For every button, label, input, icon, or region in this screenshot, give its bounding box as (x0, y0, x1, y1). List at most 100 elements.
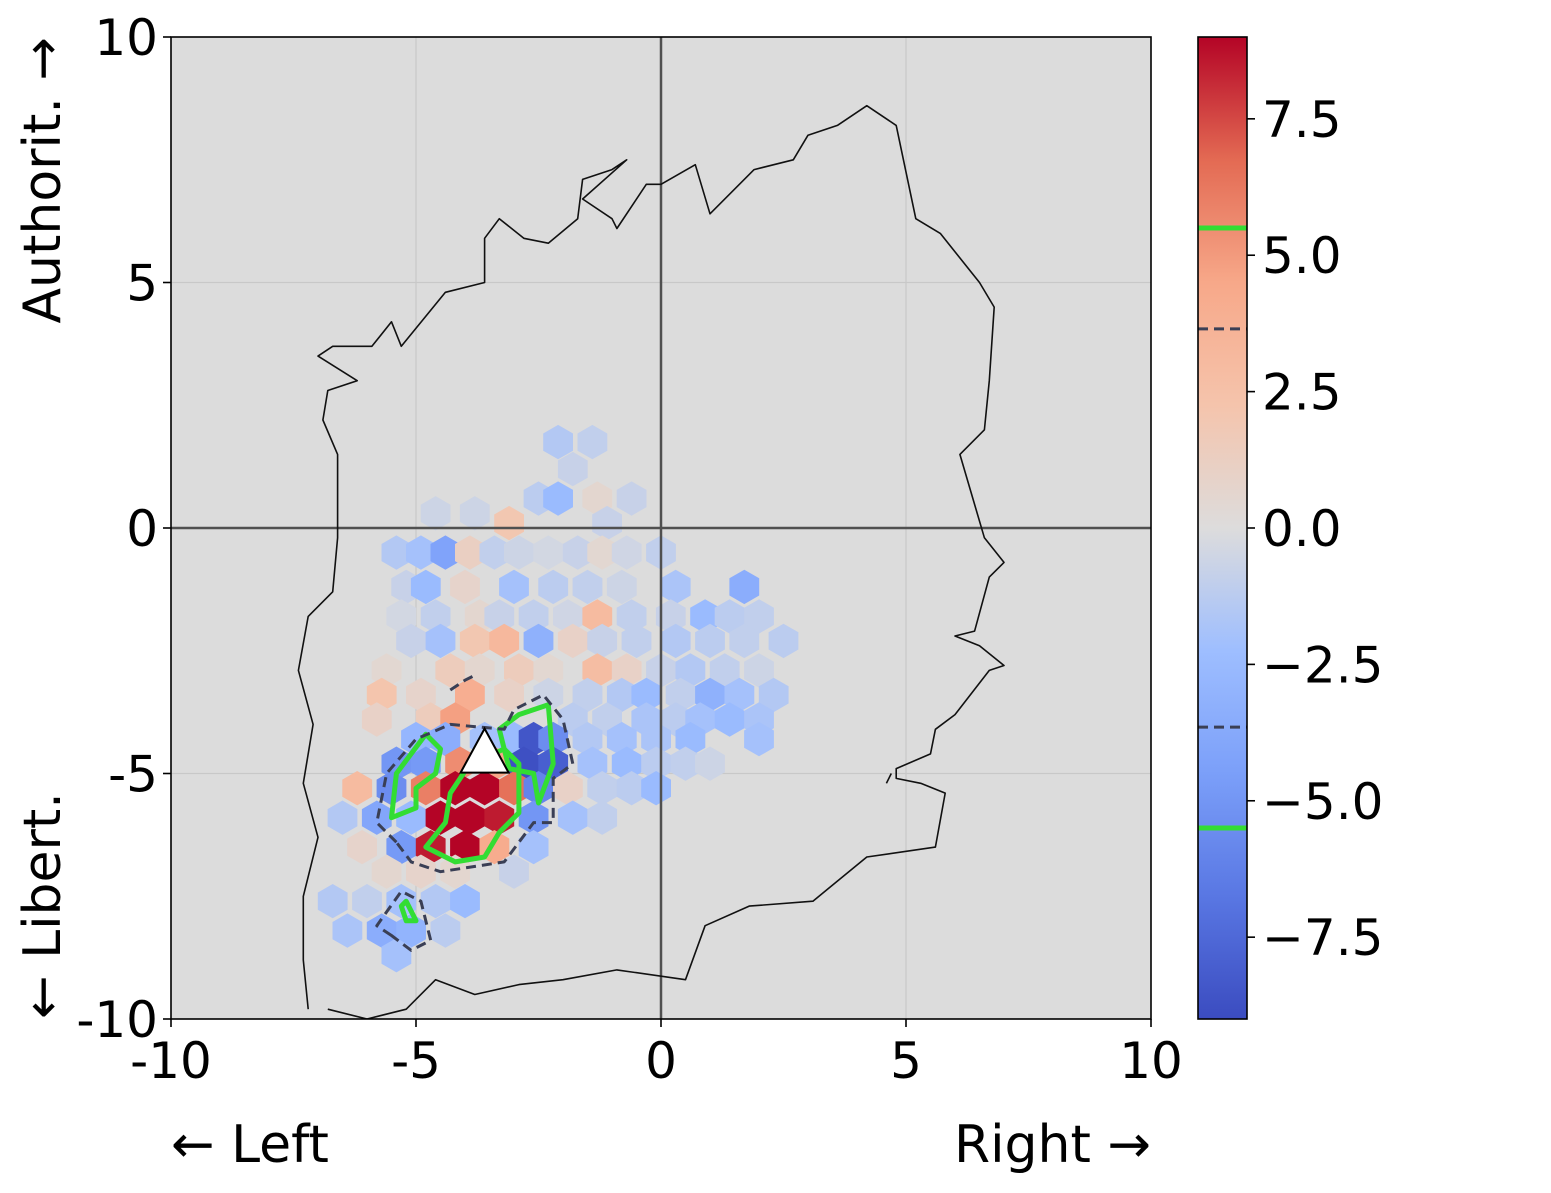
x-tick-label: -10 (130, 1032, 212, 1090)
hexbin-cell (504, 653, 534, 688)
hexbin-cell (499, 569, 529, 605)
hexbin-cell (675, 653, 706, 688)
hexbin-cell (611, 535, 642, 570)
colorbar-tick-label: 7.5 (1262, 91, 1342, 149)
distribution-outline (297, 104, 1005, 1019)
hexbin-cell (665, 677, 696, 713)
hexbin-cell (464, 653, 495, 688)
hexbin-cell (709, 653, 740, 688)
colorbar-tick-label: 2.5 (1262, 364, 1342, 422)
hexbin-cell (714, 599, 745, 634)
hexbin-cell (641, 721, 671, 757)
hexbin-cell (675, 721, 706, 757)
hexbin-cell (616, 599, 647, 634)
hexbin-cell (538, 569, 569, 605)
hexbin-cell (714, 702, 745, 737)
contour-dashed (375, 693, 575, 874)
hexbin-cell (729, 623, 760, 659)
hexbin-cell (450, 884, 480, 919)
hexbin-cell (587, 623, 618, 659)
hexbin-cell (553, 771, 583, 806)
hexbin-cell (499, 771, 529, 806)
hexbin-cell (562, 535, 593, 570)
colorbar-ticks: −7.5 −5.0 −2.5 0.0 2.5 5.0 7.5 (1247, 91, 1383, 967)
hexbin-cell (455, 677, 485, 713)
colorbar-tick-label: 5.0 (1262, 227, 1342, 285)
hexbin-cell (450, 830, 480, 865)
colorbar (1198, 37, 1247, 1019)
hexbin-cell (641, 771, 671, 806)
hexbin-cell (611, 746, 642, 781)
colorbar-tick-label: −7.5 (1262, 909, 1383, 967)
hexbin-cell (557, 623, 588, 659)
hexbin-cell (504, 535, 534, 570)
hexbin-cell (430, 535, 461, 570)
hexbin-cell (450, 569, 480, 605)
hexbin-cell (695, 623, 725, 659)
x-tick-label: 5 (890, 1032, 922, 1090)
y-tick-label: 5 (126, 255, 158, 313)
hexbin-cell (533, 535, 564, 570)
hexbin-cell (494, 677, 524, 713)
contour-solid-green (389, 731, 443, 821)
y-tick-label: 10 (94, 9, 158, 67)
hexbin-cell (695, 677, 725, 713)
hexbin-cell (435, 653, 466, 688)
y-tick-label: -5 (108, 746, 158, 804)
hexbin-layer (317, 424, 799, 973)
hexbin-cell (670, 746, 701, 781)
hexbin-cell (401, 721, 431, 757)
hexbin-cell (499, 854, 529, 889)
hexbin-cell (455, 800, 485, 835)
hexbin-cell (518, 830, 549, 865)
hexbin-cell (352, 884, 382, 919)
hexbin-cell (616, 771, 647, 806)
hexbin-cell (572, 677, 603, 713)
y-axis-label-top: Authorit. → (13, 37, 73, 324)
hexbin-cell (587, 535, 618, 570)
hexbin-cell (768, 623, 799, 659)
hexbin-cell (557, 451, 588, 487)
hexbin-cell (386, 599, 417, 634)
hexbin-cell (606, 677, 637, 713)
hexbin-cell (621, 623, 652, 659)
hexbin-cell (690, 599, 720, 634)
hexbin-cell (317, 884, 348, 919)
x-axis-label-left: ← Left (171, 1115, 329, 1175)
hexbin-cell (347, 830, 377, 865)
contour-solid-green (398, 898, 419, 924)
hexbin-cell (543, 481, 573, 516)
contour-dashed (449, 673, 476, 692)
hexbin-cell (459, 623, 490, 659)
hexbin-cell (366, 677, 397, 713)
hexbin-cell (744, 599, 774, 634)
hexbin-cell (572, 569, 603, 605)
hexbin-cell (479, 535, 510, 570)
hexbin-cell (744, 721, 774, 757)
hexbin-cell (616, 481, 647, 516)
hexbin-cell (582, 599, 613, 634)
hexbin-cell (327, 800, 358, 835)
contour-solid-green (496, 702, 556, 806)
hexbin-cell (543, 424, 573, 460)
hexbin-cell (396, 913, 426, 948)
hexbin-cell (611, 653, 642, 688)
hexbin-cell (695, 746, 725, 781)
hexbin-cell (631, 677, 662, 713)
hexbin-cell (406, 677, 436, 713)
y-ticks: -10 -5 0 5 10 (76, 9, 171, 1049)
hexbin-cell (557, 800, 588, 835)
hexbin-cell (484, 599, 515, 634)
x-tick-label: 0 (645, 1032, 677, 1090)
hexbin-cell (729, 569, 760, 605)
contour-layer (375, 673, 575, 952)
hexbin-cell (410, 569, 441, 605)
y-axis-label-bottom: ← Libert. (13, 792, 73, 1019)
hexbin-cell (361, 702, 392, 737)
hexbin-cell (587, 771, 618, 806)
hexbin-cell (371, 854, 402, 889)
hexbin-cell (587, 800, 618, 835)
hexbin-cell (533, 653, 564, 688)
hexbin-cell (396, 623, 426, 659)
x-tick-label: 10 (1119, 1032, 1183, 1090)
